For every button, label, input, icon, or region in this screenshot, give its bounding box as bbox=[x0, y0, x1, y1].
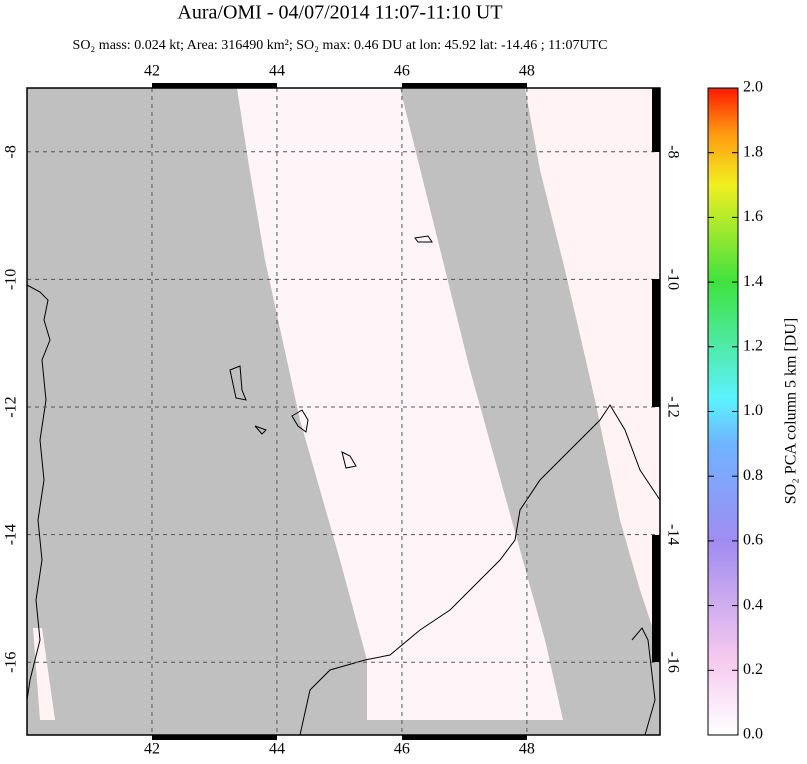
map bbox=[27, 88, 660, 735]
colorbar-tick-label: 1.8 bbox=[743, 143, 763, 160]
y-tick-label: -14 bbox=[3, 524, 20, 545]
x-tick-label: 42 bbox=[144, 63, 160, 80]
island bbox=[414, 235, 433, 243]
frame-band bbox=[402, 83, 527, 88]
coastline bbox=[27, 284, 51, 701]
chart-title: Aura/OMI - 04/07/2014 11:07-11:10 UT bbox=[177, 2, 502, 24]
colorbar-tick-label: 1.0 bbox=[743, 402, 763, 419]
x-tick-label: 48 bbox=[519, 741, 535, 758]
chart-subtitle: SO₂ mass: 0.024 kt; Area: 316490 km²; SO… bbox=[73, 38, 608, 53]
frame bbox=[26, 87, 661, 736]
island bbox=[229, 365, 247, 401]
y-tick-label: -16 bbox=[664, 652, 681, 673]
y-tick-label: -8 bbox=[664, 145, 681, 158]
frame-band bbox=[152, 83, 277, 88]
x-tick-label: 48 bbox=[519, 63, 535, 80]
island bbox=[341, 451, 357, 469]
island bbox=[254, 425, 267, 435]
swath bbox=[237, 88, 563, 720]
x-tick-label: 44 bbox=[269, 741, 285, 758]
grid bbox=[27, 88, 660, 735]
x-tick-label: 46 bbox=[394, 63, 410, 80]
colorbar-tick-label: 0.0 bbox=[743, 726, 763, 743]
colorbar-tick-label: 0.4 bbox=[743, 596, 763, 613]
swath bbox=[525, 88, 660, 650]
x-tick-label: 44 bbox=[269, 63, 285, 80]
frame-band bbox=[652, 88, 660, 152]
frame-band bbox=[652, 279, 660, 407]
colorbar-tick-label: 1.6 bbox=[743, 208, 763, 225]
colorbar-tick-label: 1.4 bbox=[743, 273, 763, 290]
colorbar-tick-label: 2.0 bbox=[743, 79, 763, 96]
island bbox=[291, 409, 309, 433]
colorbar-tick-label: 0.8 bbox=[743, 467, 763, 484]
colorbar-tick-label: 1.2 bbox=[743, 337, 763, 354]
frame-band bbox=[652, 535, 660, 662]
x-tick-label: 46 bbox=[394, 741, 410, 758]
frame-band bbox=[402, 735, 527, 740]
frame-band bbox=[152, 735, 277, 740]
x-tick-label: 42 bbox=[144, 741, 160, 758]
frame-bands bbox=[152, 83, 660, 740]
y-tick-label: -10 bbox=[3, 269, 20, 290]
y-tick-label: -12 bbox=[664, 396, 681, 417]
colorbar-tick-label: 0.6 bbox=[743, 532, 763, 549]
coastline bbox=[299, 404, 660, 735]
y-tick-label: -10 bbox=[664, 269, 681, 290]
y-tick-label: -12 bbox=[3, 396, 20, 417]
y-tick-label: -16 bbox=[3, 652, 20, 673]
colorbar-label: SO₂ PCA column 5 km [DU] bbox=[783, 318, 800, 504]
coastline bbox=[631, 627, 656, 735]
y-tick-label: -8 bbox=[3, 145, 20, 158]
y-tick-label: -14 bbox=[664, 524, 681, 545]
swath bbox=[33, 628, 55, 720]
colorbar-tick-label: 0.2 bbox=[743, 661, 763, 678]
